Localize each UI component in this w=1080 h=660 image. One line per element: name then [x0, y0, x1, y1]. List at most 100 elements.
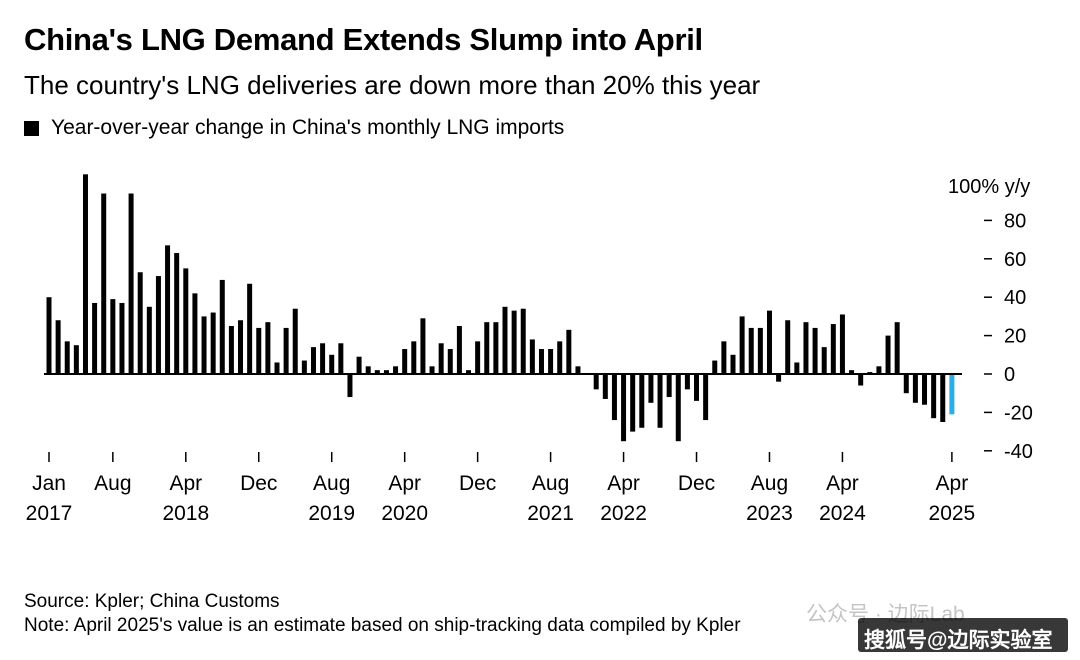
bar [602, 374, 608, 399]
bar [630, 374, 636, 432]
bar [201, 316, 207, 374]
bar [174, 253, 180, 374]
y-tick-label: 0 [1004, 364, 1015, 386]
bar [703, 374, 709, 421]
bar [684, 374, 690, 390]
bar [119, 302, 125, 374]
bar [128, 193, 134, 374]
bar [575, 366, 581, 374]
bar [137, 272, 143, 374]
x-tick-month-label: Apr [826, 472, 859, 495]
source-note: Source: Kpler; China Customs [24, 591, 280, 612]
bar [155, 276, 161, 374]
bar [529, 339, 535, 374]
x-tick-month-label: Aug [313, 472, 350, 495]
legend-label: Year-over-year change in China's monthly… [51, 116, 565, 139]
chart-title: China's LNG Demand Extends Slump into Ap… [24, 22, 703, 57]
bar [238, 320, 244, 374]
bar [411, 341, 417, 374]
bar [256, 327, 262, 374]
bar [55, 320, 61, 374]
bar [748, 327, 754, 374]
x-tick-month-label: Apr [388, 472, 421, 495]
bar [611, 374, 617, 421]
bar [447, 349, 453, 374]
x-tick-year-label: 2018 [162, 502, 209, 525]
bar [593, 374, 599, 390]
bar [393, 366, 399, 374]
bar [383, 370, 389, 374]
bar [876, 366, 882, 374]
y-tick-label: 60 [1004, 249, 1026, 271]
x-tick-year-label: 2017 [26, 502, 73, 525]
bar [310, 347, 316, 374]
bar [420, 318, 426, 374]
bar [228, 326, 234, 374]
bar [438, 343, 444, 374]
x-tick-year-label: 2019 [308, 502, 355, 525]
bar [520, 308, 526, 374]
x-tick-month-label: Apr [936, 472, 969, 495]
bar [557, 341, 563, 374]
bar [210, 312, 216, 374]
legend: Year-over-year change in China's monthly… [24, 116, 564, 140]
chart-subtitle: The country's LNG deliveries are down mo… [24, 70, 761, 100]
bar [812, 327, 818, 374]
bar [329, 354, 335, 374]
bar [538, 349, 544, 374]
watermark-badge-text: 搜狐号@边际实验室 [864, 629, 1053, 652]
bar-chart: 80 60 40 20 0 -20 -40 100% y/y Jan 2017 Aug Apr 2018… [26, 174, 1033, 525]
x-tick-month-label: Aug [532, 472, 569, 495]
bar [283, 327, 289, 374]
bar [292, 308, 298, 374]
bar [475, 341, 481, 374]
bar [548, 349, 554, 374]
bar [712, 360, 718, 374]
x-tick-year-label: 2020 [381, 502, 428, 525]
bar [484, 322, 490, 374]
bar [894, 322, 900, 374]
x-tick-month-label: Apr [169, 472, 202, 495]
bar [466, 370, 472, 374]
bar [940, 374, 946, 422]
x-tick-month-label: Aug [94, 472, 131, 495]
bar [502, 306, 508, 374]
bar [730, 354, 736, 374]
bar [766, 310, 772, 374]
bar [73, 345, 79, 374]
bar [666, 374, 672, 398]
x-tick-month-label: Dec [678, 472, 715, 495]
bar [219, 279, 225, 374]
bar [757, 327, 763, 374]
bar [192, 293, 198, 374]
bar [849, 370, 855, 374]
x-tick-year-label: 2021 [527, 502, 574, 525]
bar [429, 366, 435, 374]
bar [456, 326, 462, 374]
bar [365, 366, 371, 374]
footnote: Note: April 2025's value is an estimate … [24, 615, 741, 636]
bar [165, 245, 171, 374]
bar [82, 174, 88, 374]
bar [46, 297, 52, 374]
x-tick-month-label: Dec [459, 472, 496, 495]
bar [64, 341, 70, 374]
bar [621, 374, 627, 442]
bar [320, 343, 326, 374]
watermark-badge [858, 618, 1068, 652]
bar [301, 360, 307, 374]
bar [803, 322, 809, 374]
bar [374, 370, 380, 374]
bar [183, 268, 189, 374]
bar [566, 329, 572, 374]
bar [922, 374, 928, 405]
bar [657, 374, 663, 428]
x-tick-month-label: Aug [751, 472, 788, 495]
bar [776, 374, 782, 382]
bar [356, 356, 362, 374]
bar [648, 374, 654, 403]
x-tick-year-label: 2024 [819, 502, 866, 525]
bar [858, 374, 864, 386]
bar [903, 374, 909, 394]
bar [92, 302, 98, 374]
